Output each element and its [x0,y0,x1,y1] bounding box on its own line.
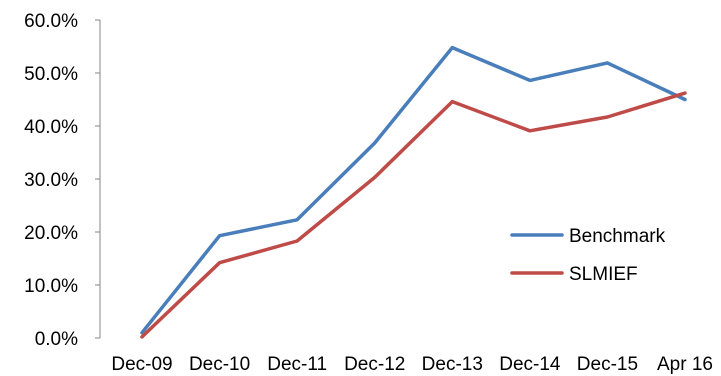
data-point-slmief [450,100,454,104]
series-line-slmief [140,91,687,339]
y-tick-label: 50.0% [24,64,78,85]
x-tick-label: Dec-15 [577,354,638,375]
y-tick-label: 10.0% [24,276,78,297]
y-tick-label: 0.0% [35,329,78,350]
legend: Benchmark SLMIEF [510,226,666,285]
data-point-slmief [528,129,532,133]
legend-label-benchmark: Benchmark [569,226,666,247]
y-tick-label: 20.0% [24,223,78,244]
data-point-slmief [373,175,377,179]
data-point-benchmark [218,234,222,238]
x-tick-label: Dec-13 [422,354,483,375]
data-point-slmief [218,261,222,265]
data-point-benchmark [295,218,299,222]
y-axis: 0.0% 10.0% 20.0% 30.0% 40.0% 50.0% 60.0% [24,11,101,350]
data-point-benchmark [140,331,144,335]
data-point-slmief [295,239,299,243]
x-tick-label: Dec-12 [344,354,405,375]
series-line-benchmark [140,45,687,335]
x-tick-label: Dec-10 [189,354,250,375]
y-tick-label: 30.0% [24,170,78,191]
data-point-benchmark [373,141,377,145]
legend-label-slmief: SLMIEF [569,264,638,285]
y-tick-label: 60.0% [24,11,78,32]
data-point-slmief [140,335,144,339]
x-tick-label: Dec-11 [267,354,327,375]
data-point-benchmark [683,98,687,101]
x-tick-label: Dec-14 [499,354,561,375]
data-point-slmief [605,115,609,119]
data-point-benchmark [450,46,454,50]
data-point-slmief [683,91,687,95]
data-point-benchmark [605,61,609,65]
data-point-benchmark [528,78,532,82]
x-axis: Dec-09 Dec-10 Dec-11 Dec-12 Dec-13 Dec-14 Dec-… [111,354,713,375]
x-tick-label: Dec-09 [111,354,172,375]
x-tick-label: Apr 16 [657,354,713,375]
y-tick-label: 40.0% [24,117,78,138]
series-layer [140,45,687,339]
